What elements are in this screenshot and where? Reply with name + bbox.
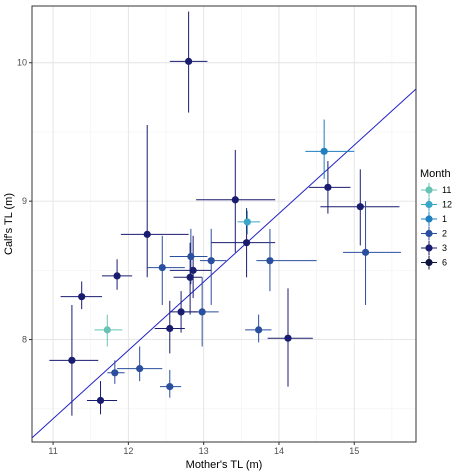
- data-point: [242, 239, 251, 247]
- data-point: [361, 248, 370, 256]
- data-points: [68, 57, 370, 405]
- x-axis-ticks: 11 12 13 14 15: [48, 442, 359, 456]
- data-point: [113, 272, 121, 280]
- data-point: [266, 257, 274, 265]
- data-point: [96, 396, 105, 405]
- fit-line: [31, 88, 417, 439]
- x-tick-label: 14: [274, 446, 284, 456]
- data-point: [136, 365, 144, 373]
- grid-major: [32, 6, 416, 442]
- y-axis-ticks: 8 9 10: [17, 58, 32, 345]
- data-point: [111, 369, 119, 377]
- data-point: [207, 257, 215, 265]
- data-point: [187, 252, 195, 261]
- legend-key-point: [425, 186, 433, 194]
- data-point: [143, 230, 151, 238]
- legend-label: 12: [442, 200, 452, 210]
- grid-minor: [32, 6, 416, 442]
- legend-key-point: [425, 258, 433, 267]
- legend-label: 1: [442, 214, 447, 224]
- data-point: [186, 273, 194, 281]
- legend-label: 6: [442, 258, 447, 268]
- x-tick-label: 11: [48, 446, 57, 456]
- data-point: [284, 334, 292, 342]
- legend-label: 2: [442, 229, 447, 239]
- data-point: [68, 356, 76, 364]
- data-point: [103, 326, 111, 334]
- x-axis-title: Mother's TL (m): [186, 459, 263, 471]
- data-point: [320, 147, 328, 155]
- legend-key-point: [425, 244, 433, 252]
- fit-line-layer: [31, 88, 417, 439]
- x-tick-label: 12: [123, 446, 133, 456]
- data-point: [324, 183, 332, 191]
- y-tick-label: 10: [17, 58, 27, 68]
- legend-label: 3: [442, 243, 447, 253]
- data-point: [356, 203, 364, 211]
- data-point: [78, 293, 86, 301]
- data-point: [231, 196, 239, 204]
- y-tick-label: 8: [22, 335, 27, 345]
- legend-label: 11: [442, 185, 451, 195]
- y-axis-title: Calf's TL (m): [3, 193, 15, 255]
- data-point: [189, 266, 197, 274]
- data-point: [177, 308, 185, 316]
- data-point: [243, 218, 251, 226]
- legend-title: Month: [420, 168, 451, 180]
- y-tick-label: 9: [22, 196, 27, 206]
- x-tick-label: 15: [349, 446, 359, 456]
- data-point: [198, 308, 206, 316]
- legend-key-point: [425, 229, 433, 238]
- panel-border: [31, 5, 417, 443]
- legend-key-point: [425, 200, 433, 209]
- x-tick-label: 13: [199, 446, 209, 456]
- data-point: [185, 57, 193, 65]
- data-point: [255, 326, 263, 334]
- legend-key-point: [425, 215, 433, 223]
- data-point: [158, 264, 166, 272]
- data-point: [166, 383, 174, 391]
- data-point: [166, 324, 174, 333]
